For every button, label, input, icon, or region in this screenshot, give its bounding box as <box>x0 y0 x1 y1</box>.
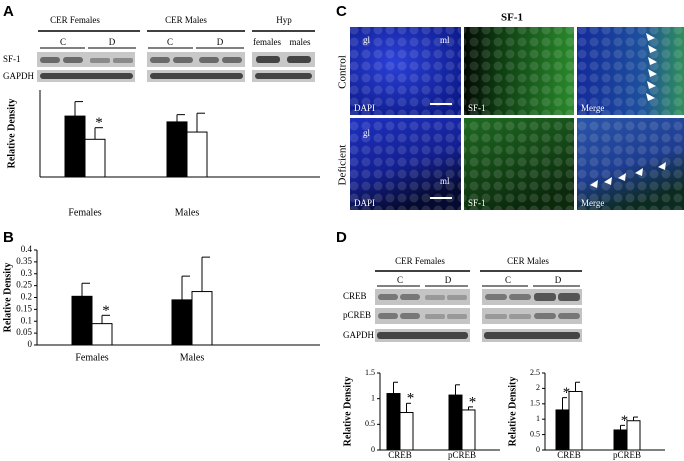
lane-label: C <box>505 275 511 285</box>
y-tick-label: 0.3 <box>21 268 33 278</box>
bar <box>399 412 414 451</box>
row-label: pCREB <box>343 310 371 320</box>
y-tick-label: 0.4 <box>21 244 33 254</box>
bar <box>613 429 628 451</box>
y-tick-label: 1 <box>371 393 375 402</box>
channel-label: Merge <box>581 103 604 113</box>
y-tick-label: 0.5 <box>365 419 375 428</box>
y-tick-label: 0 <box>28 339 33 349</box>
lane-label: males <box>290 37 311 47</box>
row-label: Control <box>337 55 349 89</box>
significance-label: * <box>621 413 629 429</box>
bar <box>448 394 463 451</box>
bar <box>64 115 86 178</box>
y-tick-label: 2 <box>536 383 540 392</box>
region-label: gl <box>363 35 371 45</box>
row-label: GAPDH <box>343 330 375 340</box>
channel-label: DAPI <box>354 198 375 208</box>
group-label: CER Females <box>395 256 445 266</box>
row-label: GAPDH <box>3 71 35 81</box>
x-tick-label: CREB <box>557 450 581 460</box>
channel-label: SF-1 <box>468 198 486 208</box>
bar <box>568 390 583 451</box>
y-axis-label: Relative Density <box>6 99 17 169</box>
bar <box>166 121 188 178</box>
lane-label: females <box>253 37 281 47</box>
y-tick-label: 2.5 <box>530 368 540 377</box>
channel-label: SF-1 <box>468 103 486 113</box>
significance-label: * <box>95 115 103 131</box>
bar <box>84 138 106 178</box>
bar <box>171 299 193 346</box>
significance-label: * <box>407 391 415 407</box>
bar <box>386 393 401 451</box>
significance-label: * <box>102 303 110 319</box>
lane-label: C <box>397 275 403 285</box>
y-tick-label: 0.15 <box>16 303 32 313</box>
panel-letter: B <box>3 229 14 246</box>
lane-label: D <box>217 37 224 47</box>
lane-label: C <box>60 37 66 47</box>
y-tick-label: 0.2 <box>21 292 32 302</box>
y-axis-label: Relative Density <box>2 263 13 333</box>
row-label: Deficient <box>337 145 349 186</box>
panel-letter: D <box>336 229 347 246</box>
micrograph-panel: SF-1 Control Deficient gl ml gl ml DAPI … <box>337 12 684 210</box>
x-tick-label: Females <box>68 207 101 218</box>
lane-label: D <box>445 275 452 285</box>
y-tick-label: 0.25 <box>16 280 32 290</box>
y-axis-label: Relative Density <box>342 377 353 447</box>
channel-label: DAPI <box>354 103 375 113</box>
x-tick-label: Males <box>180 352 205 363</box>
significance-label: * <box>469 394 477 410</box>
bar <box>555 409 570 451</box>
group-label: CER Females <box>50 15 100 25</box>
panel-letter: C <box>336 3 347 20</box>
lane-label: D <box>555 275 562 285</box>
y-tick-label: 0 <box>536 445 540 454</box>
lane-label: D <box>109 37 116 47</box>
y-tick-label: 0 <box>371 445 375 454</box>
channel-label: Merge <box>581 198 604 208</box>
panel-letter: A <box>3 3 14 20</box>
x-tick-label: Males <box>175 207 200 218</box>
group-label: CER Males <box>507 256 549 266</box>
bar <box>71 295 93 346</box>
x-tick-label: pCREB <box>613 450 641 460</box>
y-tick-label: 0.5 <box>530 429 540 438</box>
y-tick-label: 1.5 <box>365 368 375 377</box>
region-label: ml <box>440 176 450 186</box>
bar <box>626 420 641 451</box>
bar <box>91 323 113 346</box>
y-tick-label: 0.35 <box>16 256 32 266</box>
bar <box>191 291 213 346</box>
row-label: CREB <box>343 291 367 301</box>
lane-label: C <box>167 37 173 47</box>
micrograph-title: SF-1 <box>501 12 523 24</box>
blot-d: CER Females CER Males C D C D CREB pCREB… <box>343 256 582 342</box>
y-tick-label: 0.1 <box>21 315 32 325</box>
row-label: SF-1 <box>3 54 21 64</box>
y-axis-label: Relative Density <box>507 377 518 447</box>
x-tick-label: pCREB <box>448 450 476 460</box>
region-label: ml <box>440 35 450 45</box>
blot-a: CER Females CER Males Hyp C D C D female… <box>3 15 315 82</box>
x-tick-label: CREB <box>388 450 412 460</box>
region-label: gl <box>363 128 371 138</box>
bar <box>461 409 476 451</box>
y-tick-label: 1 <box>536 414 540 423</box>
y-tick-label: 1.5 <box>530 399 540 408</box>
x-tick-label: Females <box>75 352 108 363</box>
y-tick-label: 0.05 <box>16 327 32 337</box>
significance-label: * <box>563 385 571 401</box>
group-label: Hyp <box>276 15 292 25</box>
bar <box>186 131 208 178</box>
group-label: CER Males <box>165 15 207 25</box>
